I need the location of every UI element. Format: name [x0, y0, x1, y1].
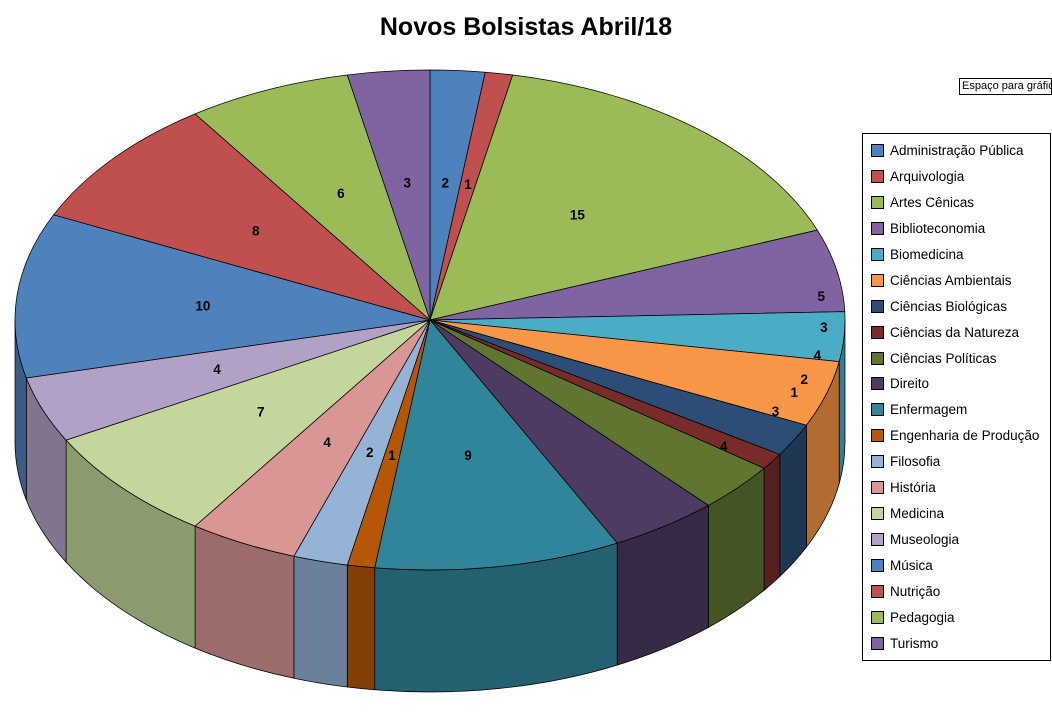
data-label: 1: [791, 385, 799, 400]
legend-swatch-icon: [871, 325, 884, 339]
legend-item[interactable]: Biomedicina: [871, 247, 1042, 262]
pie-slice[interactable]: [346, 69, 431, 321]
legend-item[interactable]: Biblioteconomia: [871, 221, 1042, 236]
data-label: 15: [570, 208, 586, 223]
data-label: 4: [213, 362, 221, 377]
pie-slice[interactable]: [65, 319, 431, 527]
legend-label: História: [890, 480, 936, 496]
legend-swatch-icon: [871, 351, 884, 365]
legend-item[interactable]: Ciências da Natureza: [871, 325, 1042, 340]
legend-label: Biomedicina: [890, 246, 964, 262]
data-label: 7: [257, 405, 265, 420]
legend-swatch-icon: [871, 221, 884, 235]
legend-label: Ciências Políticas: [890, 350, 997, 366]
legend-item[interactable]: Turismo: [871, 636, 1042, 651]
data-label: 2: [801, 372, 809, 387]
legend-item[interactable]: Música: [871, 558, 1042, 573]
legend-label: Biblioteconomia: [890, 220, 986, 236]
pie-slice[interactable]: [374, 319, 618, 571]
legend-label: Museologia: [890, 532, 960, 548]
data-label: 2: [366, 445, 374, 460]
legend-swatch-icon: [871, 429, 884, 443]
legend-label: Ciências da Natureza: [890, 324, 1020, 340]
data-label: 1: [464, 177, 472, 192]
pie-slice[interactable]: [194, 74, 431, 322]
pie-slice-side: [293, 555, 348, 688]
cell-note-textbox[interactable]: Espaço para gráfic: [959, 78, 1052, 95]
legend-item[interactable]: História: [871, 480, 1042, 495]
legend-label: Turismo: [890, 635, 939, 651]
data-label: 5: [817, 289, 825, 304]
data-label: 3: [403, 176, 411, 191]
data-label: 4: [720, 439, 728, 454]
legend-item[interactable]: Pedagogia: [871, 610, 1042, 625]
legend-item[interactable]: Direito: [871, 376, 1042, 391]
legend-swatch-icon: [871, 636, 884, 650]
data-label: 6: [337, 186, 345, 201]
legend-item[interactable]: Artes Cênicas: [871, 195, 1042, 210]
legend-label: Artes Cênicas: [890, 194, 975, 210]
legend-item[interactable]: Ciências Ambientais: [871, 273, 1042, 288]
data-label: 3: [820, 320, 828, 335]
pie-slice[interactable]: [14, 214, 431, 379]
legend-label: Ciências Biológicas: [890, 298, 1008, 314]
legend-swatch-icon: [871, 610, 884, 624]
legend-label: Engenharia de Produção: [890, 428, 1040, 444]
legend-swatch-icon: [871, 455, 884, 469]
pie-slice[interactable]: [52, 113, 431, 321]
legend-swatch-icon: [871, 481, 884, 495]
legend-swatch-icon: [871, 377, 884, 391]
legend-label: Música: [890, 558, 933, 573]
data-label: 8: [252, 224, 260, 239]
pie-slice[interactable]: [429, 229, 846, 321]
legend-swatch-icon: [871, 559, 884, 572]
legend-swatch-icon: [871, 584, 884, 598]
chart-title: Novos Bolsistas Abril/18: [379, 13, 673, 41]
pie-slice[interactable]: [429, 74, 818, 321]
data-label: 10: [195, 299, 210, 314]
legend-swatch-icon: [871, 507, 884, 521]
legend-label: Filosofia: [890, 454, 941, 470]
legend: Administração Pública Arquivologia Artes C…: [862, 133, 1051, 661]
legend-label: Arquivologia: [890, 168, 965, 184]
legend-swatch-icon: [871, 169, 884, 183]
legend-item[interactable]: Museologia: [871, 532, 1042, 547]
legend-item[interactable]: Nutrição: [871, 584, 1042, 599]
legend-swatch-icon: [871, 195, 884, 209]
legend-label: Ciências Ambientais: [890, 272, 1012, 288]
legend-item[interactable]: Medicina: [871, 506, 1042, 521]
legend-swatch-icon: [871, 273, 884, 287]
data-label: 4: [814, 348, 822, 363]
legend-item[interactable]: Ciências Políticas: [871, 351, 1042, 366]
legend-item[interactable]: Engenharia de Produção: [871, 428, 1042, 443]
data-label: 3: [772, 404, 780, 419]
pie-slice-side: [763, 453, 781, 592]
data-label: 4: [323, 435, 331, 450]
legend-swatch-icon: [871, 403, 884, 417]
legend-label: Medicina: [890, 506, 945, 522]
data-label: 1: [388, 448, 396, 463]
legend-label: Pedagogia: [890, 609, 955, 625]
legend-label: Direito: [890, 376, 930, 392]
legend-item[interactable]: Administração Pública: [871, 143, 1042, 158]
legend-swatch-icon: [871, 144, 884, 157]
legend-label: Nutrição: [890, 583, 941, 599]
legend-item[interactable]: Ciências Biológicas: [871, 299, 1042, 314]
legend-item[interactable]: Arquivologia: [871, 169, 1042, 184]
legend-swatch-icon: [871, 533, 884, 547]
legend-item[interactable]: Enfermagem: [871, 402, 1042, 417]
legend-swatch-icon: [871, 299, 884, 313]
legend-item[interactable]: Filosofia: [871, 454, 1042, 469]
pie-slice-side: [346, 564, 376, 691]
data-label: 9: [464, 448, 472, 463]
legend-swatch-icon: [871, 247, 884, 261]
data-label: 2: [441, 175, 449, 190]
legend-label: Enfermagem: [890, 402, 968, 418]
legend-label: Administração Pública: [890, 143, 1024, 158]
